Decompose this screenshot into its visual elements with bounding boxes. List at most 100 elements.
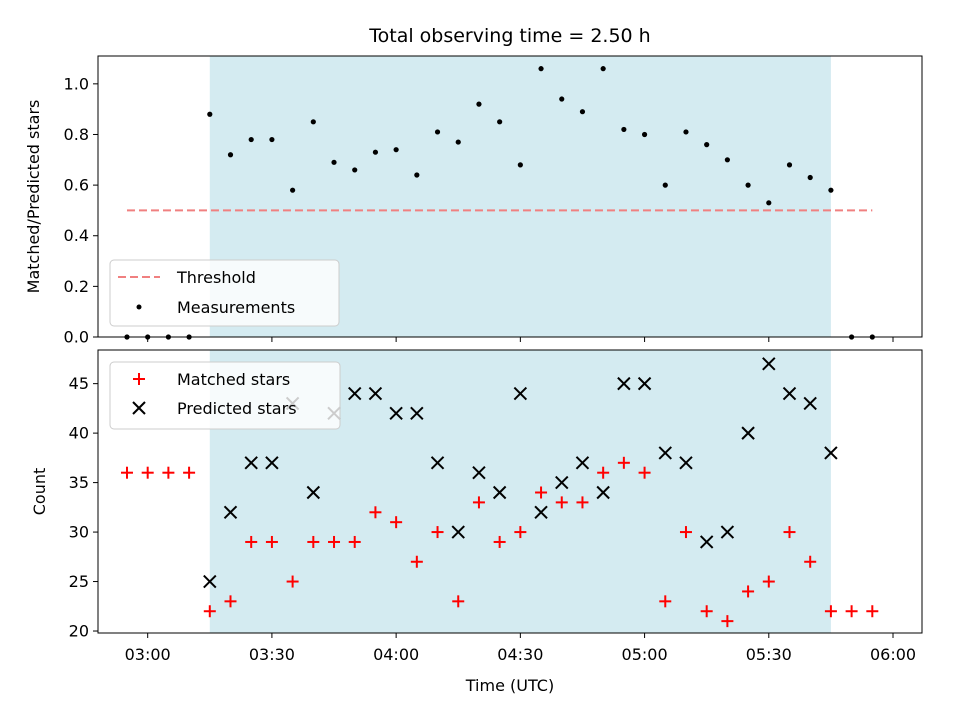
measurement-point [434, 129, 441, 135]
measurement-point [269, 136, 275, 143]
predicted-stars-point [223, 505, 238, 519]
matched-stars-point [659, 595, 672, 608]
measurement-point [641, 131, 648, 138]
matched-stars-point [535, 486, 548, 499]
matched-stars-point [824, 605, 837, 618]
x-stroke [368, 386, 383, 401]
x-stroke [555, 475, 569, 490]
matched-stars-legend-marker [133, 373, 145, 385]
matched-stars-point [120, 466, 133, 479]
matched-stars-point [245, 535, 258, 548]
matched-stars-point [742, 585, 755, 598]
x-stroke [348, 386, 362, 401]
matched-stars-series [120, 456, 879, 628]
x-stroke [306, 485, 321, 500]
measurement-point [331, 159, 337, 165]
predicted-stars-point [244, 456, 258, 470]
matched-stars-point [162, 466, 175, 479]
ratio-legend: Threshold Measurements [109, 259, 340, 327]
matched-stars-point [431, 526, 444, 539]
x-stroke [699, 535, 714, 549]
matched-stars-point [845, 605, 858, 618]
measurement-point [559, 96, 565, 102]
predicted-stars-point [637, 376, 652, 391]
x-stroke [741, 426, 755, 440]
count-legend-box [109, 361, 341, 430]
x-stroke [720, 525, 735, 539]
x-stroke [430, 456, 445, 470]
measurement-point [290, 187, 296, 193]
count-y-ticks: 20 25 30 35 40 45 [69, 374, 98, 641]
measurement-point [476, 101, 482, 107]
predicted-stars-point [575, 456, 590, 470]
predicted-stars-legend-label: Predicted stars [177, 399, 297, 418]
matched-stars-point [265, 535, 278, 548]
predicted-stars-legend-marker [132, 401, 146, 415]
matched-stars-point [514, 526, 527, 539]
predicted-stars-point [368, 386, 383, 401]
matched-stars-point [762, 575, 775, 588]
count-y-axis-label: Count [30, 468, 49, 516]
predicted-stars-point [679, 456, 693, 470]
predicted-stars-point [617, 376, 631, 391]
count-y-tick-label: 45 [69, 374, 89, 393]
measurement-point [621, 126, 627, 133]
x-stroke [637, 376, 652, 391]
predicted-stars-point [410, 406, 424, 421]
matched-stars-point [390, 516, 403, 529]
predicted-stars-point [699, 535, 714, 549]
x-stroke [824, 446, 838, 460]
measurement-point [786, 162, 793, 168]
x-stroke [389, 406, 403, 421]
x-stroke [492, 485, 507, 500]
ratio-panel: 0.0 0.2 0.4 0.6 0.8 1.0 Total observing time … [24, 25, 923, 347]
measurement-point [393, 147, 399, 153]
x-stroke [203, 574, 217, 589]
predicted-stars-point [658, 446, 672, 460]
count-x-ticks: 03:00 03:30 04:00 04:30 05:00 05:30 06:00 [125, 633, 916, 664]
x-stroke [596, 485, 610, 500]
predicted-stars-point [534, 505, 548, 519]
matched-stars-point [679, 526, 692, 539]
predicted-stars-point [472, 465, 486, 480]
ratio-y-ticks: 0.0 0.2 0.4 0.6 0.8 1.0 [64, 74, 98, 347]
measurement-point [517, 162, 523, 168]
predicted-stars-point [762, 357, 776, 371]
measurement-point [455, 139, 461, 145]
measurement-point [372, 149, 379, 155]
matched-stars-point [597, 466, 610, 479]
x-axis-label: Time (UTC) [465, 676, 554, 695]
x-tick-label: 03:00 [125, 645, 171, 664]
x-stroke [223, 505, 238, 519]
ratio-y-tick-label: 0.8 [64, 125, 89, 144]
matched-stars-point [700, 605, 713, 618]
predicted-stars-point [596, 485, 610, 500]
predicted-stars-point [430, 456, 445, 470]
matched-stars-point [804, 555, 817, 568]
matched-stars-point [452, 595, 465, 608]
predicted-stars-point [824, 446, 838, 460]
measurement-point [662, 182, 668, 188]
predicted-stars-point [492, 485, 507, 500]
count-y-tick-label: 30 [69, 523, 89, 542]
matched-stars-point [721, 615, 734, 628]
measurement-point [807, 174, 813, 181]
ratio-x-ticks [147, 337, 894, 342]
matched-stars-point [369, 506, 382, 519]
x-stroke [265, 456, 279, 470]
x-stroke [472, 465, 486, 480]
matched-stars-point [576, 496, 589, 509]
x-tick-label: 05:00 [622, 645, 668, 664]
count-y-tick-label: 25 [69, 572, 89, 591]
predicted-stars-point [555, 475, 569, 490]
measurement-point [745, 182, 751, 188]
x-tick-label: 05:30 [746, 645, 792, 664]
x-tick-label: 04:30 [497, 645, 543, 664]
count-panel: 20 25 30 35 40 45 03:00 03:30 04:00 04:30 05:00 05… [30, 349, 923, 695]
predicted-stars-series [203, 357, 838, 589]
x-stroke [658, 446, 672, 460]
predicted-stars-point [513, 386, 528, 401]
matched-stars-point [493, 535, 506, 548]
predicted-stars-point [720, 525, 735, 539]
measurement-point [414, 172, 420, 178]
